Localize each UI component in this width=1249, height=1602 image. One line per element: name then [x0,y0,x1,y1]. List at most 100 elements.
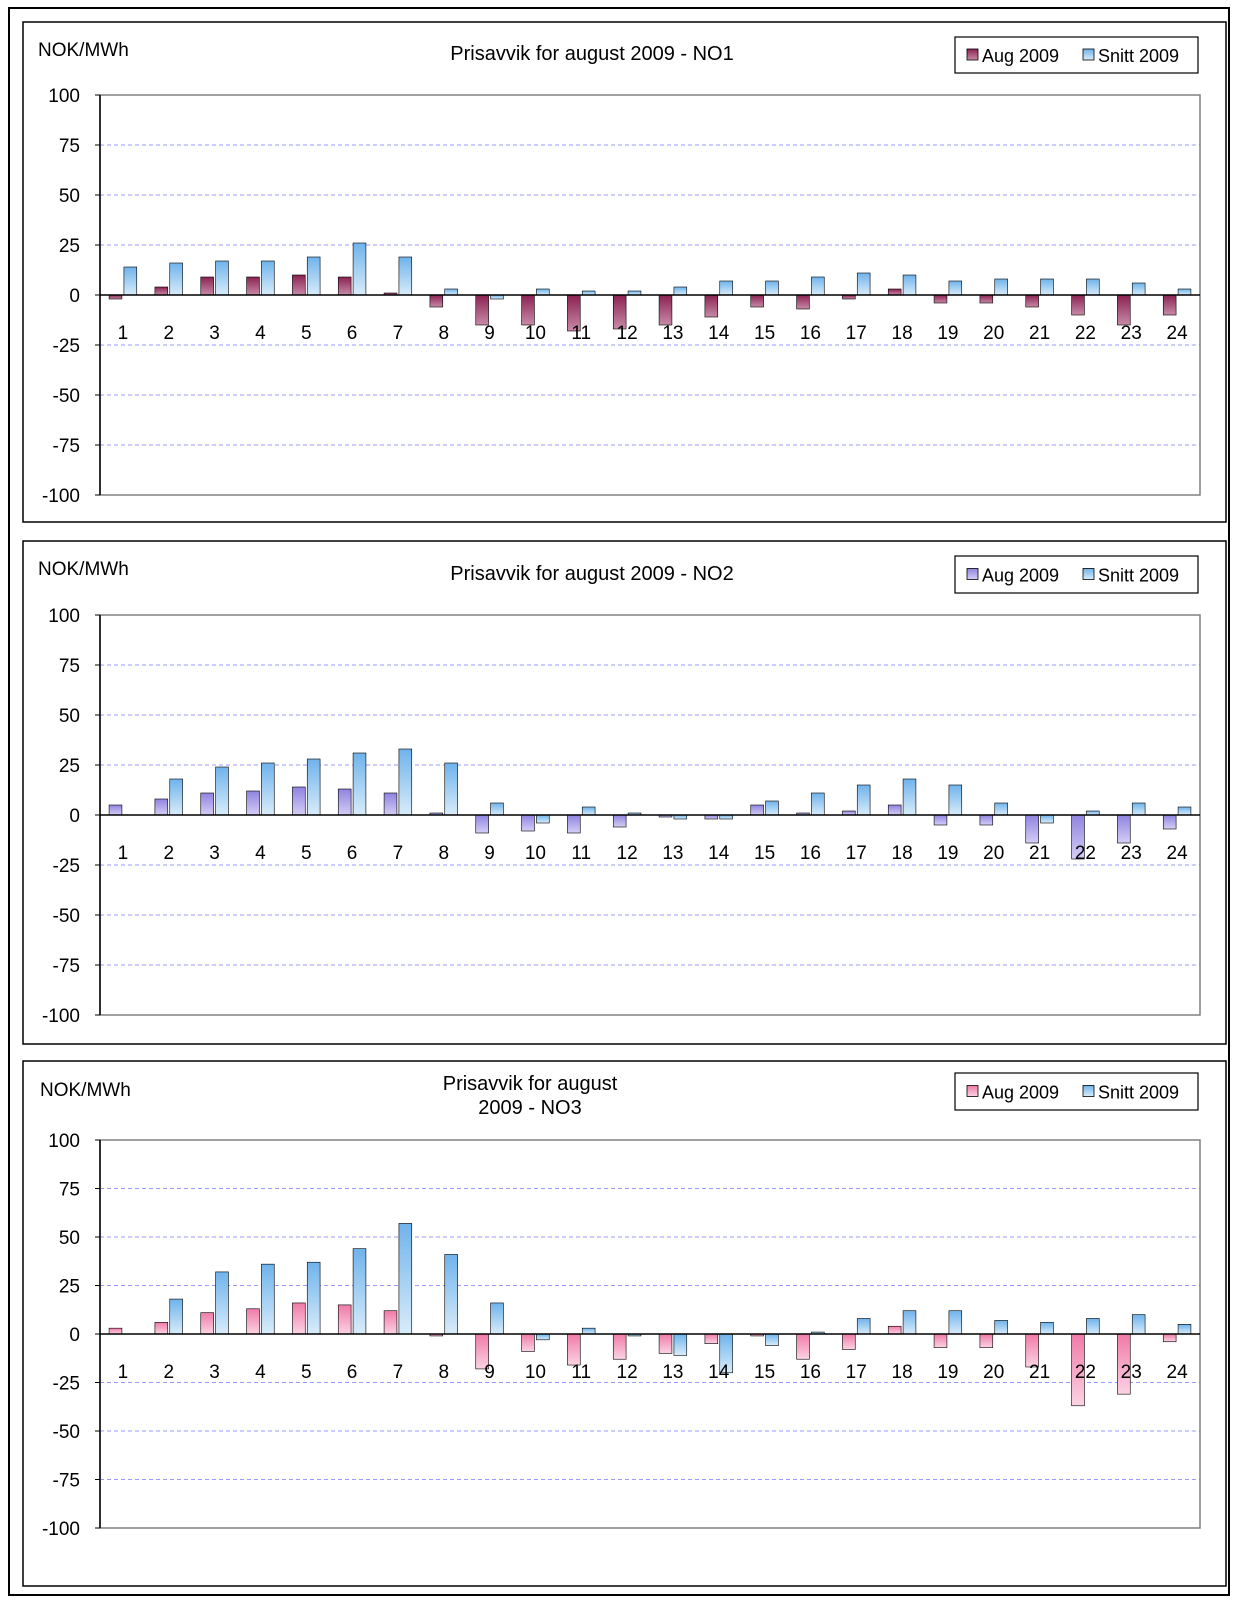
bar-snitt-2009 [902,274,917,296]
x-tick-label: 21 [1029,843,1050,864]
x-tick-label: 19 [937,323,958,344]
bar-aug-2009 [1071,294,1085,316]
x-tick-label: 20 [983,323,1004,344]
legend-label: Aug 2009 [982,46,1059,66]
bar-aug-2009 [475,294,489,326]
x-tick-label: 21 [1029,1362,1050,1383]
x-tick-label: 9 [484,323,495,344]
bar-snitt-2009 [261,762,275,816]
x-tick-label: 22 [1075,1362,1096,1383]
legend-swatch [1082,1085,1095,1097]
bar-snitt-2009 [536,1333,550,1341]
x-tick-label: 8 [438,1362,449,1383]
x-tick-label: 6 [347,1362,358,1383]
y-tick-label: 75 [59,136,80,157]
bar-snitt-2009 [490,1302,504,1335]
bar-aug-2009 [887,288,902,296]
x-tick-label: 8 [438,843,449,864]
legend-label: Aug 2009 [982,1083,1059,1103]
x-tick-label: 16 [800,323,821,344]
y-tick-label: -50 [53,1422,80,1443]
bar-snitt-2009 [352,752,367,816]
bar-snitt-2009 [994,802,1008,816]
bar-aug-2009 [1162,1333,1177,1343]
x-tick-label: 24 [1167,843,1189,864]
bar-snitt-2009 [1086,278,1100,296]
bar-snitt-2009 [765,800,779,816]
bar-snitt-2009 [306,758,321,816]
legend-swatch [1082,568,1095,580]
chart-title: 2009 - NO3 [478,1097,581,1119]
x-tick-label: 15 [754,1362,775,1383]
x-tick-label: 24 [1167,1362,1189,1383]
bar-aug-2009 [292,1302,306,1335]
y-tick-label: -75 [53,956,80,977]
x-tick-label: 14 [708,843,730,864]
bar-snitt-2009 [169,778,183,816]
bar-snitt-2009 [215,766,229,816]
bar-snitt-2009 [856,1318,871,1335]
legend-swatch [966,568,979,580]
bar-snitt-2009 [169,1298,183,1335]
y-tick-label: -75 [53,436,80,457]
x-tick-label: 10 [525,323,546,344]
bar-aug-2009 [796,294,810,310]
bar-snitt-2009 [352,242,367,296]
x-tick-label: 12 [617,323,638,344]
x-tick-label: 15 [754,843,775,864]
bar-snitt-2009 [261,1263,275,1335]
bar-aug-2009 [1162,294,1177,316]
y-tick-label: 50 [59,186,80,207]
bar-aug-2009 [429,294,444,308]
x-tick-label: 11 [571,843,591,864]
bar-snitt-2009 [1040,1322,1054,1335]
bar-snitt-2009 [444,1254,458,1335]
bar-snitt-2009 [215,1271,229,1335]
x-tick-label: 5 [301,323,312,344]
x-tick-label: 1 [118,843,129,864]
bar-snitt-2009 [673,1333,688,1356]
y-tick-label: 100 [48,86,80,107]
bar-snitt-2009 [1131,802,1146,816]
x-tick-label: 18 [892,843,913,864]
chart-title: Prisavvik for august 2009 - NO2 [450,563,733,585]
y-tick-label: -75 [53,1471,80,1492]
bar-aug-2009 [200,1312,214,1335]
x-tick-label: 13 [662,1362,683,1383]
bar-aug-2009 [521,814,535,832]
x-tick-label: 6 [347,843,358,864]
bar-snitt-2009 [306,256,321,296]
bar-snitt-2009 [1177,1324,1192,1335]
bar-snitt-2009 [1040,278,1054,296]
bar-snitt-2009 [215,260,229,296]
bar-aug-2009 [704,294,719,318]
bar-aug-2009 [246,1308,260,1335]
bar-aug-2009 [842,1333,856,1350]
legend-swatch [1082,48,1095,61]
bar-snitt-2009 [994,1320,1008,1335]
bar-aug-2009 [108,1327,123,1335]
bar-aug-2009 [154,1322,169,1335]
y-tick-label: 0 [69,806,80,827]
legend-box [954,1072,1199,1111]
bar-aug-2009 [612,1333,627,1360]
bar-snitt-2009 [581,806,596,816]
x-tick-label: 13 [662,323,683,344]
bar-snitt-2009 [536,288,550,296]
bar-aug-2009 [750,804,764,816]
bar-snitt-2009 [1177,288,1192,296]
bar-snitt-2009 [1040,814,1054,824]
bar-aug-2009 [979,294,994,304]
y-tick-label: -25 [53,856,80,877]
bar-aug-2009 [246,276,260,296]
bar-snitt-2009 [444,762,458,816]
y-tick-label: 25 [59,756,80,777]
x-tick-label: 6 [347,323,358,344]
bar-aug-2009 [887,804,902,816]
bar-aug-2009 [383,1310,398,1335]
legend-swatch [966,48,979,61]
x-tick-label: 2 [163,843,174,864]
bar-aug-2009 [383,792,398,816]
